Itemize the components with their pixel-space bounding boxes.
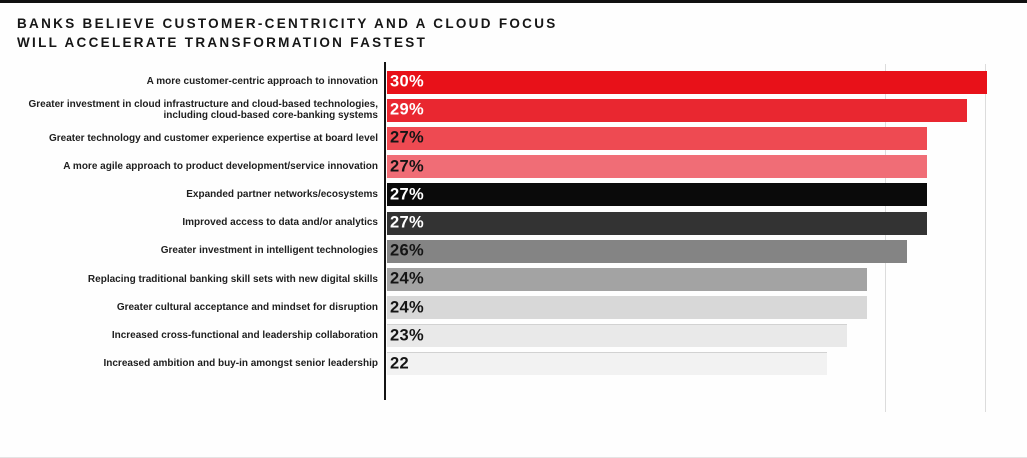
bar-label: Expanded partner networks/ecosystems [186, 189, 378, 201]
bar-row: Greater cultural acceptance and mindset … [0, 294, 1027, 322]
bar-label: Replacing traditional banking skill sets… [87, 273, 378, 285]
bar-value-label: 22 [390, 354, 409, 373]
bar: 27% [387, 183, 927, 207]
bar-value-label: 24% [390, 269, 424, 288]
bar: 22 [387, 352, 827, 376]
bar-row: Increased cross-functional and leadershi… [0, 322, 1027, 350]
y-axis-baseline [384, 62, 386, 400]
bar-row: Greater investment in intelligent techno… [0, 237, 1027, 265]
bar-row: Replacing traditional banking skill sets… [0, 265, 1027, 293]
gridline-25pct [885, 64, 886, 412]
bar-row: Expanded partner networks/ecosystems 27% [0, 181, 1027, 209]
chart-rows: A more customer-centric approach to inno… [0, 68, 1027, 378]
bar: 27% [387, 126, 927, 150]
bar-label: Greater investment in cloud infrastructu… [28, 98, 378, 122]
bar: 27% [387, 211, 927, 235]
chart-title: BANKS BELIEVE CUSTOMER-CENTRICITY AND A … [17, 14, 558, 52]
bar-value-label: 29% [390, 100, 424, 119]
bar: 24% [387, 267, 867, 291]
top-border-rule [0, 0, 1027, 3]
bar-value-label: 27% [390, 185, 424, 204]
bar-row: A more customer-centric approach to inno… [0, 68, 1027, 96]
bar-value-label: 27% [390, 213, 424, 232]
bar-row: A more agile approach to product develop… [0, 153, 1027, 181]
bar-row: Increased ambition and buy-in amongst se… [0, 350, 1027, 378]
bar-label: A more agile approach to product develop… [63, 160, 378, 172]
bar-value-label: 27% [390, 128, 424, 147]
bar-label: Improved access to data and/or analytics [182, 217, 378, 229]
bar-label: A more customer-centric approach to inno… [146, 76, 378, 88]
chart-title-line-2: WILL ACCELERATE TRANSFORMATION FASTEST [17, 35, 428, 50]
bar: 27% [387, 155, 927, 179]
bar: 30% [387, 70, 987, 94]
bar-label: Increased cross-functional and leadershi… [111, 330, 378, 342]
bar: 24% [387, 296, 867, 320]
bar-value-label: 27% [390, 157, 424, 176]
bar-value-label: 26% [390, 241, 424, 260]
bar-row: Greater technology and customer experien… [0, 124, 1027, 152]
bar-row: Greater investment in cloud infrastructu… [0, 96, 1027, 124]
bar: 29% [387, 98, 967, 122]
bar-value-label: 23% [390, 326, 424, 345]
bar-label: Increased ambition and buy-in amongst se… [103, 358, 378, 370]
bar-label: Greater technology and customer experien… [48, 132, 378, 144]
bar-value-label: 30% [390, 72, 424, 91]
bar: 23% [387, 324, 847, 348]
bar-label: Greater cultural acceptance and mindset … [116, 301, 378, 313]
bar-value-label: 24% [390, 298, 424, 317]
bar-row: Improved access to data and/or analytics… [0, 209, 1027, 237]
chart-title-line-1: BANKS BELIEVE CUSTOMER-CENTRICITY AND A … [17, 16, 558, 31]
bar: 26% [387, 239, 907, 263]
bar-label: Greater investment in intelligent techno… [160, 245, 378, 257]
gridline-30pct [985, 64, 986, 412]
